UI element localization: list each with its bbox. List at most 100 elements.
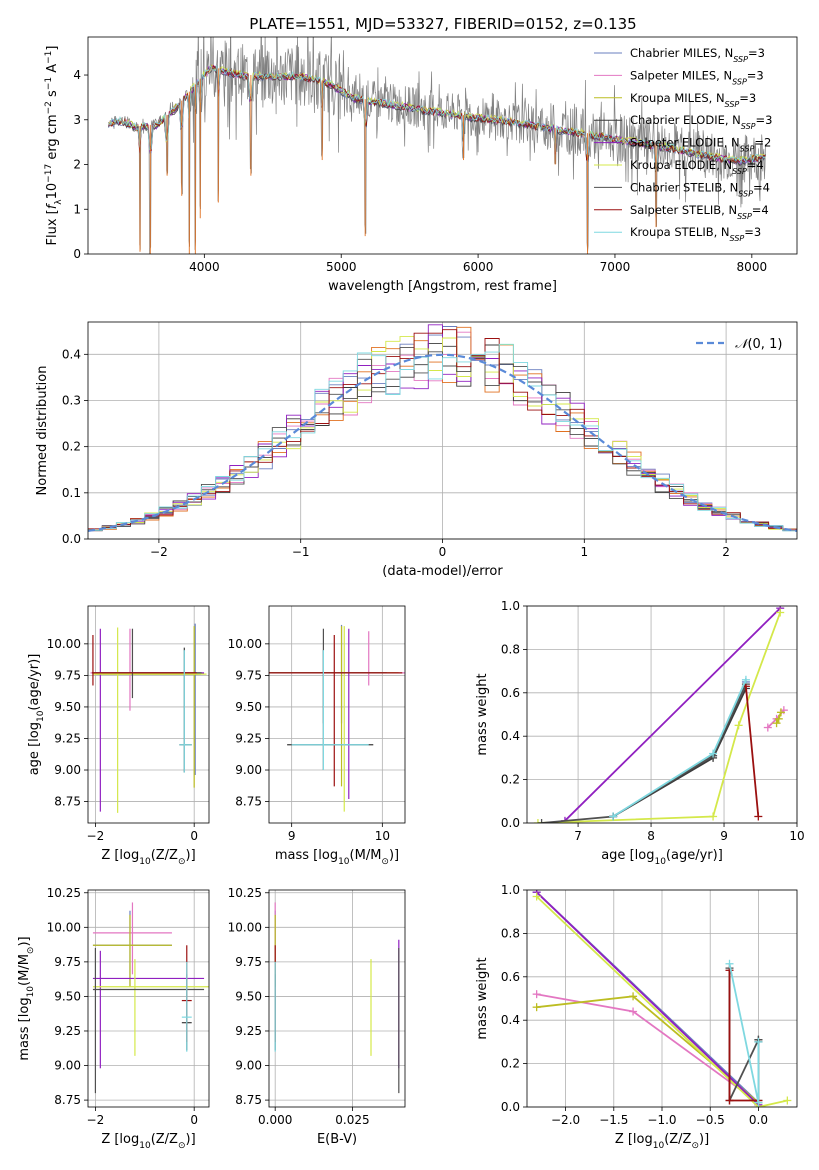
series-line [612, 681, 747, 818]
plot-area [92, 902, 209, 1094]
y-tick-label: 3 [73, 113, 81, 127]
x-axis-label: Z [log10(Z/Z⊙)] [101, 1132, 195, 1151]
series-marker [609, 812, 618, 821]
x-axis-label-part: age [log [601, 848, 654, 863]
legend-label-text: Chabrier MILES, N [630, 46, 733, 60]
y-tick-label: 0.2 [62, 440, 81, 454]
series-marker [754, 812, 763, 821]
y-axis-label-part: λ [54, 199, 64, 205]
x-axis-label-part: 10 [139, 857, 151, 867]
errorbar-point [291, 650, 369, 771]
x-tick-label: −1.5 [599, 1113, 628, 1127]
y-tick-label: 0.2 [501, 773, 520, 787]
x-axis-label-part: (Z/Z [151, 1132, 178, 1147]
y-axis-label: mass weight [475, 957, 490, 1039]
y-axis-label: mass weight [475, 673, 490, 755]
y-tick-label: 10.00 [228, 920, 262, 934]
x-tick-label: 8 [647, 829, 655, 843]
y-tick-label: 0.0 [62, 532, 81, 546]
y-tick-label: 0.1 [62, 486, 81, 500]
y-tick-label: 2 [73, 158, 81, 172]
y-tick-label: 9.75 [235, 668, 262, 682]
y-axis-label-part: 10 [45, 183, 60, 200]
y-axis-label-part: age [log [27, 722, 42, 775]
errorbar-point [95, 628, 205, 812]
x-axis-label: wavelength [Angstrom, rest frame] [328, 279, 557, 294]
y-tick-label: 9.50 [54, 989, 81, 1003]
errorbar-point [92, 948, 205, 1094]
y-axis-label-part: )] [17, 936, 32, 946]
x-tick-label: 9 [720, 829, 728, 843]
series-line [535, 891, 760, 1106]
axes-frame [87, 36, 798, 255]
legend-label: Salpeter ELODIE, NSSP=2 [630, 136, 771, 154]
series-marker [709, 812, 718, 821]
x-axis-label-part: )] [699, 1132, 709, 1147]
axes-frame [87, 605, 210, 824]
legend-label-text: Kroupa STELIB, N [630, 225, 730, 239]
normal-curve [88, 353, 797, 532]
axes: 4000 5000 6000 7000 8000 0 1 2 3 4 wavelength [Ang… [44, 36, 798, 294]
errorbar-point [92, 627, 207, 813]
legend-label-sub: SSP [732, 77, 747, 86]
y-tick-label: 9.00 [54, 763, 81, 777]
plot-area [532, 890, 792, 1107]
y-tick-label: 0 [73, 247, 81, 261]
y-tick-label: 9.00 [235, 1059, 262, 1073]
x-axis-label: Z [log10(Z/Z⊙)] [101, 848, 195, 867]
errorbar-point [92, 959, 209, 1056]
errorbar-point [269, 628, 387, 724]
x-tick-label: 0 [190, 1113, 198, 1127]
errorbar-point [92, 902, 172, 975]
legend-label: Chabrier STELIB, NSSP=4 [630, 180, 770, 198]
x-tick-label: 9 [288, 829, 296, 843]
x-tick-label: 0.000 [258, 1113, 292, 1127]
plot-area [88, 324, 797, 532]
errorbar-point [181, 961, 192, 1052]
y-axis-label-part: ] [45, 46, 60, 51]
y-axis-label-part: A [45, 64, 60, 77]
series-marker [754, 1098, 763, 1107]
y-axis-label-part: 10 [36, 710, 46, 722]
series-marker [734, 721, 743, 730]
axes-frame [87, 889, 210, 1108]
x-tick-label: 0 [190, 829, 198, 843]
x-tick-label: 5000 [326, 260, 357, 274]
legend-label: Chabrier ELODIE, NSSP=3 [630, 113, 772, 131]
y-tick-label: 0.0 [501, 816, 520, 830]
y-tick-label: 9.75 [54, 955, 81, 969]
errorbar-point [97, 623, 202, 776]
legend-label-count: =4 [747, 158, 764, 172]
y-axis-label-part: −2 [44, 101, 54, 114]
legend-label-count: =3 [756, 113, 773, 127]
x-axis-label-part: ⊙ [381, 857, 389, 867]
y-tick-label: 10.25 [47, 886, 81, 900]
series-marker [776, 708, 785, 717]
x-tick-label: 7 [574, 829, 582, 843]
legend-label-sub: SSP [725, 99, 740, 108]
y-tick-label: 0.8 [501, 926, 520, 940]
x-tick-label: −0.5 [696, 1113, 725, 1127]
series-line [612, 679, 747, 818]
legend-label-count: =4 [753, 180, 770, 194]
x-axis-label-part: )] [186, 848, 196, 863]
x-tick-label: −2 [87, 1113, 105, 1127]
x-axis-label-part: )] [389, 848, 399, 863]
y-tick-label: 0.6 [501, 970, 520, 984]
y-axis-label-part: −17 [44, 164, 54, 183]
legend-label-text: Kroupa ELODIE, N [630, 158, 732, 172]
y-tick-label: 10.00 [47, 920, 81, 934]
y-tick-label: 1.0 [501, 883, 520, 897]
y-tick-label: 10.25 [228, 886, 262, 900]
series-marker [783, 1096, 792, 1105]
y-tick-label: 8.75 [54, 1093, 81, 1107]
series-marker [763, 723, 772, 732]
y-tick-label: 9.25 [54, 731, 81, 745]
x-axis-label: E(B-V) [317, 1132, 357, 1147]
figure-title: PLATE=1551, MJD=53327, FIBERID=0152, z=0… [249, 15, 636, 33]
